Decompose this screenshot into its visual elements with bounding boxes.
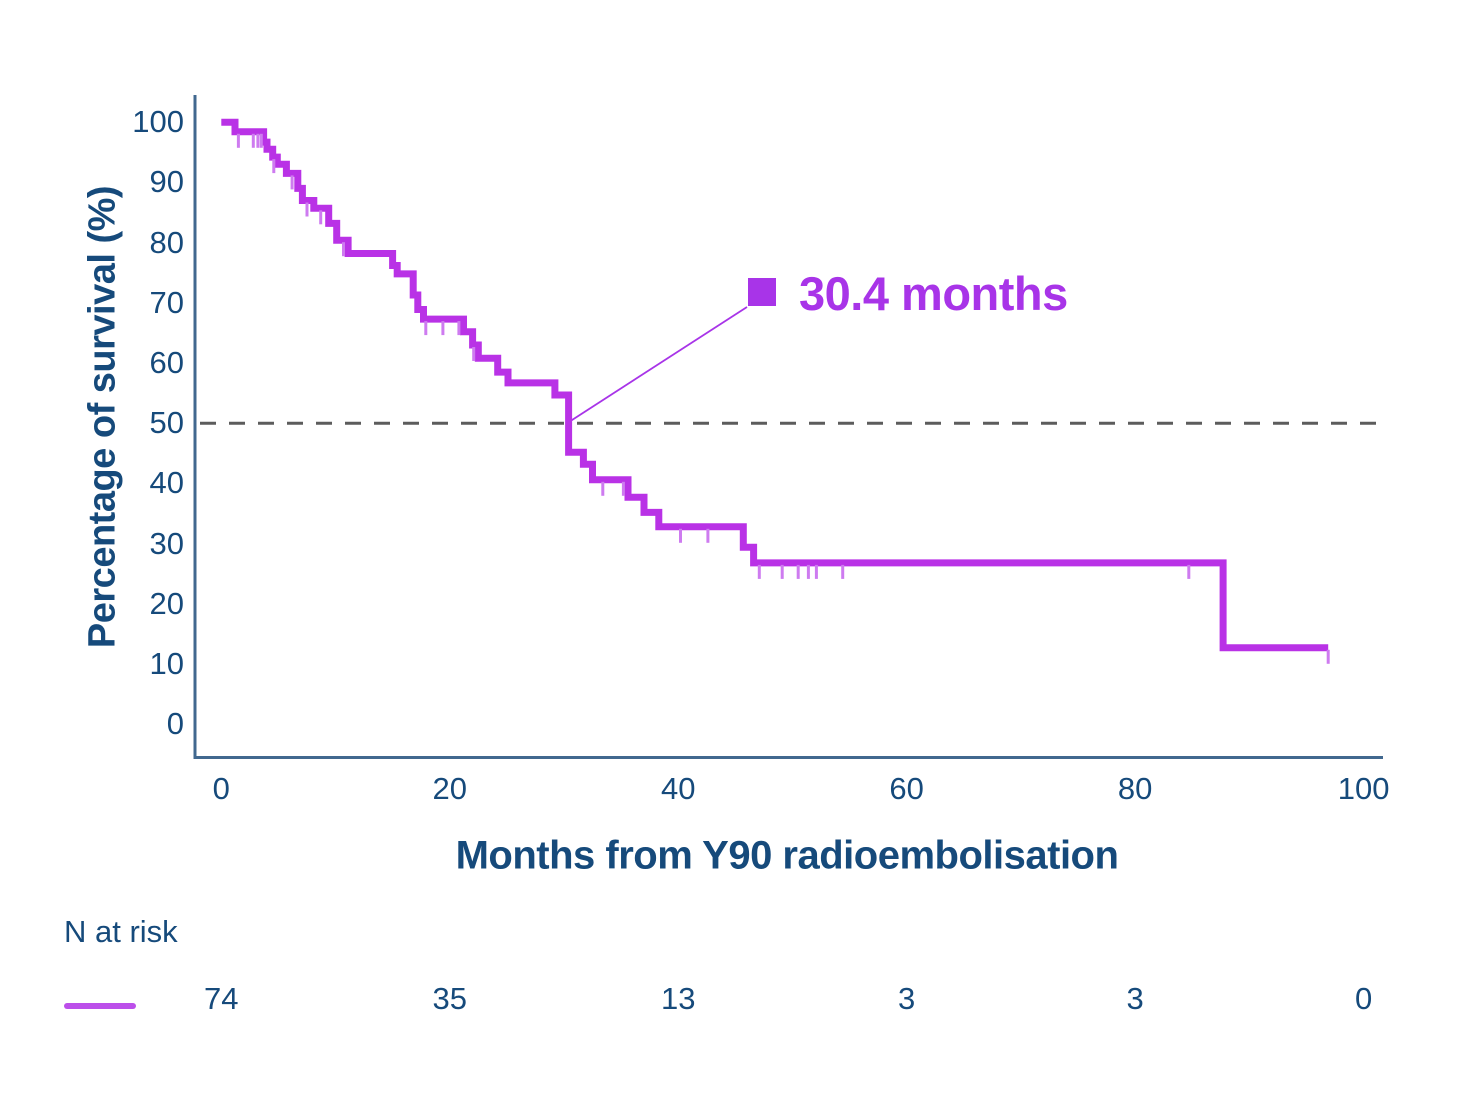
y-tick-label: 30 [149, 525, 184, 561]
y-tick-label: 50 [149, 405, 184, 441]
axis-lines [193, 95, 1383, 759]
median-survival-annotation: 30.4 months [799, 267, 1068, 320]
n-at-risk-label: N at risk [64, 914, 178, 949]
y-tick-label: 70 [149, 284, 184, 320]
n-at-risk-count: 13 [660, 981, 696, 1016]
x-tick-label: 80 [1117, 771, 1153, 806]
y-tick-label: 10 [149, 646, 184, 682]
n-at-risk-count: 35 [432, 981, 467, 1016]
km-survival-curve [221, 118, 1329, 652]
annotation-connector-line [568, 306, 748, 424]
y-tick-label: 20 [149, 585, 184, 621]
y-tick-label: 40 [149, 465, 184, 501]
y-tick-label: 0 [166, 706, 184, 742]
x-tick-label: 0 [212, 771, 230, 806]
x-tick-label: 60 [889, 771, 924, 806]
x-tick-label: 100 [1337, 771, 1390, 806]
y-tick-label: 60 [149, 345, 184, 381]
y-tick-label: 90 [149, 164, 184, 200]
x-tick-label: 40 [660, 771, 696, 806]
x-tick-label: 20 [432, 771, 467, 806]
y-tick-label: 100 [132, 104, 184, 140]
x-axis-title: Months from Y90 radioembolisation [455, 833, 1119, 878]
n-at-risk-count: 74 [204, 981, 239, 1016]
median-marker-square-icon [748, 278, 776, 306]
y-tick-label: 80 [149, 224, 184, 260]
n-at-risk-count: 0 [1354, 981, 1373, 1016]
n-at-risk-count: 3 [1126, 981, 1144, 1016]
n-at-risk-count: 3 [898, 981, 916, 1016]
risk-series-legend-dash-icon [64, 1003, 136, 1009]
